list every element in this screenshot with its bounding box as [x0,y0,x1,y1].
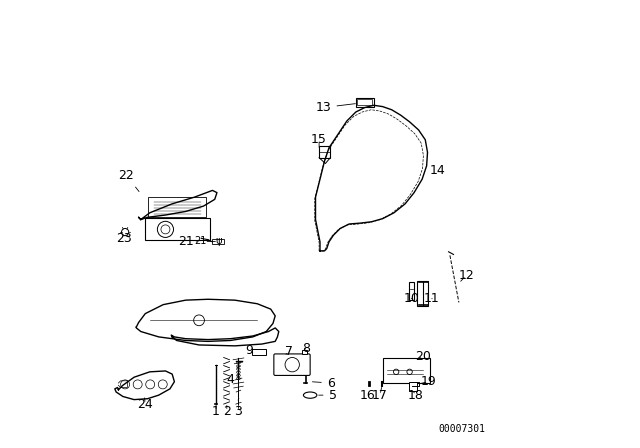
Text: 10: 10 [403,292,419,305]
FancyBboxPatch shape [252,349,266,355]
Text: 21: 21 [178,235,197,249]
Text: 7: 7 [285,345,292,358]
Text: 9: 9 [245,344,253,357]
Text: 8: 8 [301,342,310,355]
Text: 2: 2 [223,405,231,418]
Text: 6: 6 [312,376,335,390]
FancyBboxPatch shape [417,281,428,306]
Text: 13: 13 [316,101,355,114]
FancyBboxPatch shape [319,146,330,158]
FancyBboxPatch shape [302,350,307,354]
Text: 16: 16 [360,385,376,402]
FancyBboxPatch shape [356,98,374,107]
Text: 4: 4 [227,373,237,387]
Text: 23: 23 [116,232,132,245]
FancyBboxPatch shape [409,282,414,300]
FancyBboxPatch shape [274,354,310,375]
Text: 15: 15 [311,133,327,147]
Text: 14: 14 [427,164,445,177]
FancyBboxPatch shape [212,239,224,244]
FancyBboxPatch shape [409,382,417,391]
Text: 20: 20 [415,350,431,363]
Text: 21—ψ: 21—ψ [195,236,223,246]
Text: 17: 17 [372,388,388,402]
Text: 3: 3 [234,405,243,418]
Text: 18: 18 [408,388,424,402]
FancyBboxPatch shape [148,197,206,217]
FancyBboxPatch shape [145,218,210,240]
Text: 11: 11 [424,292,440,305]
FancyBboxPatch shape [357,99,372,105]
Text: 00007301: 00007301 [439,424,486,434]
Text: 12: 12 [458,269,474,282]
FancyBboxPatch shape [383,358,430,383]
Text: 1: 1 [212,405,220,418]
Text: 24: 24 [138,397,153,411]
Text: 5: 5 [319,388,337,402]
Text: 19: 19 [420,375,436,388]
Text: 22: 22 [118,169,139,192]
